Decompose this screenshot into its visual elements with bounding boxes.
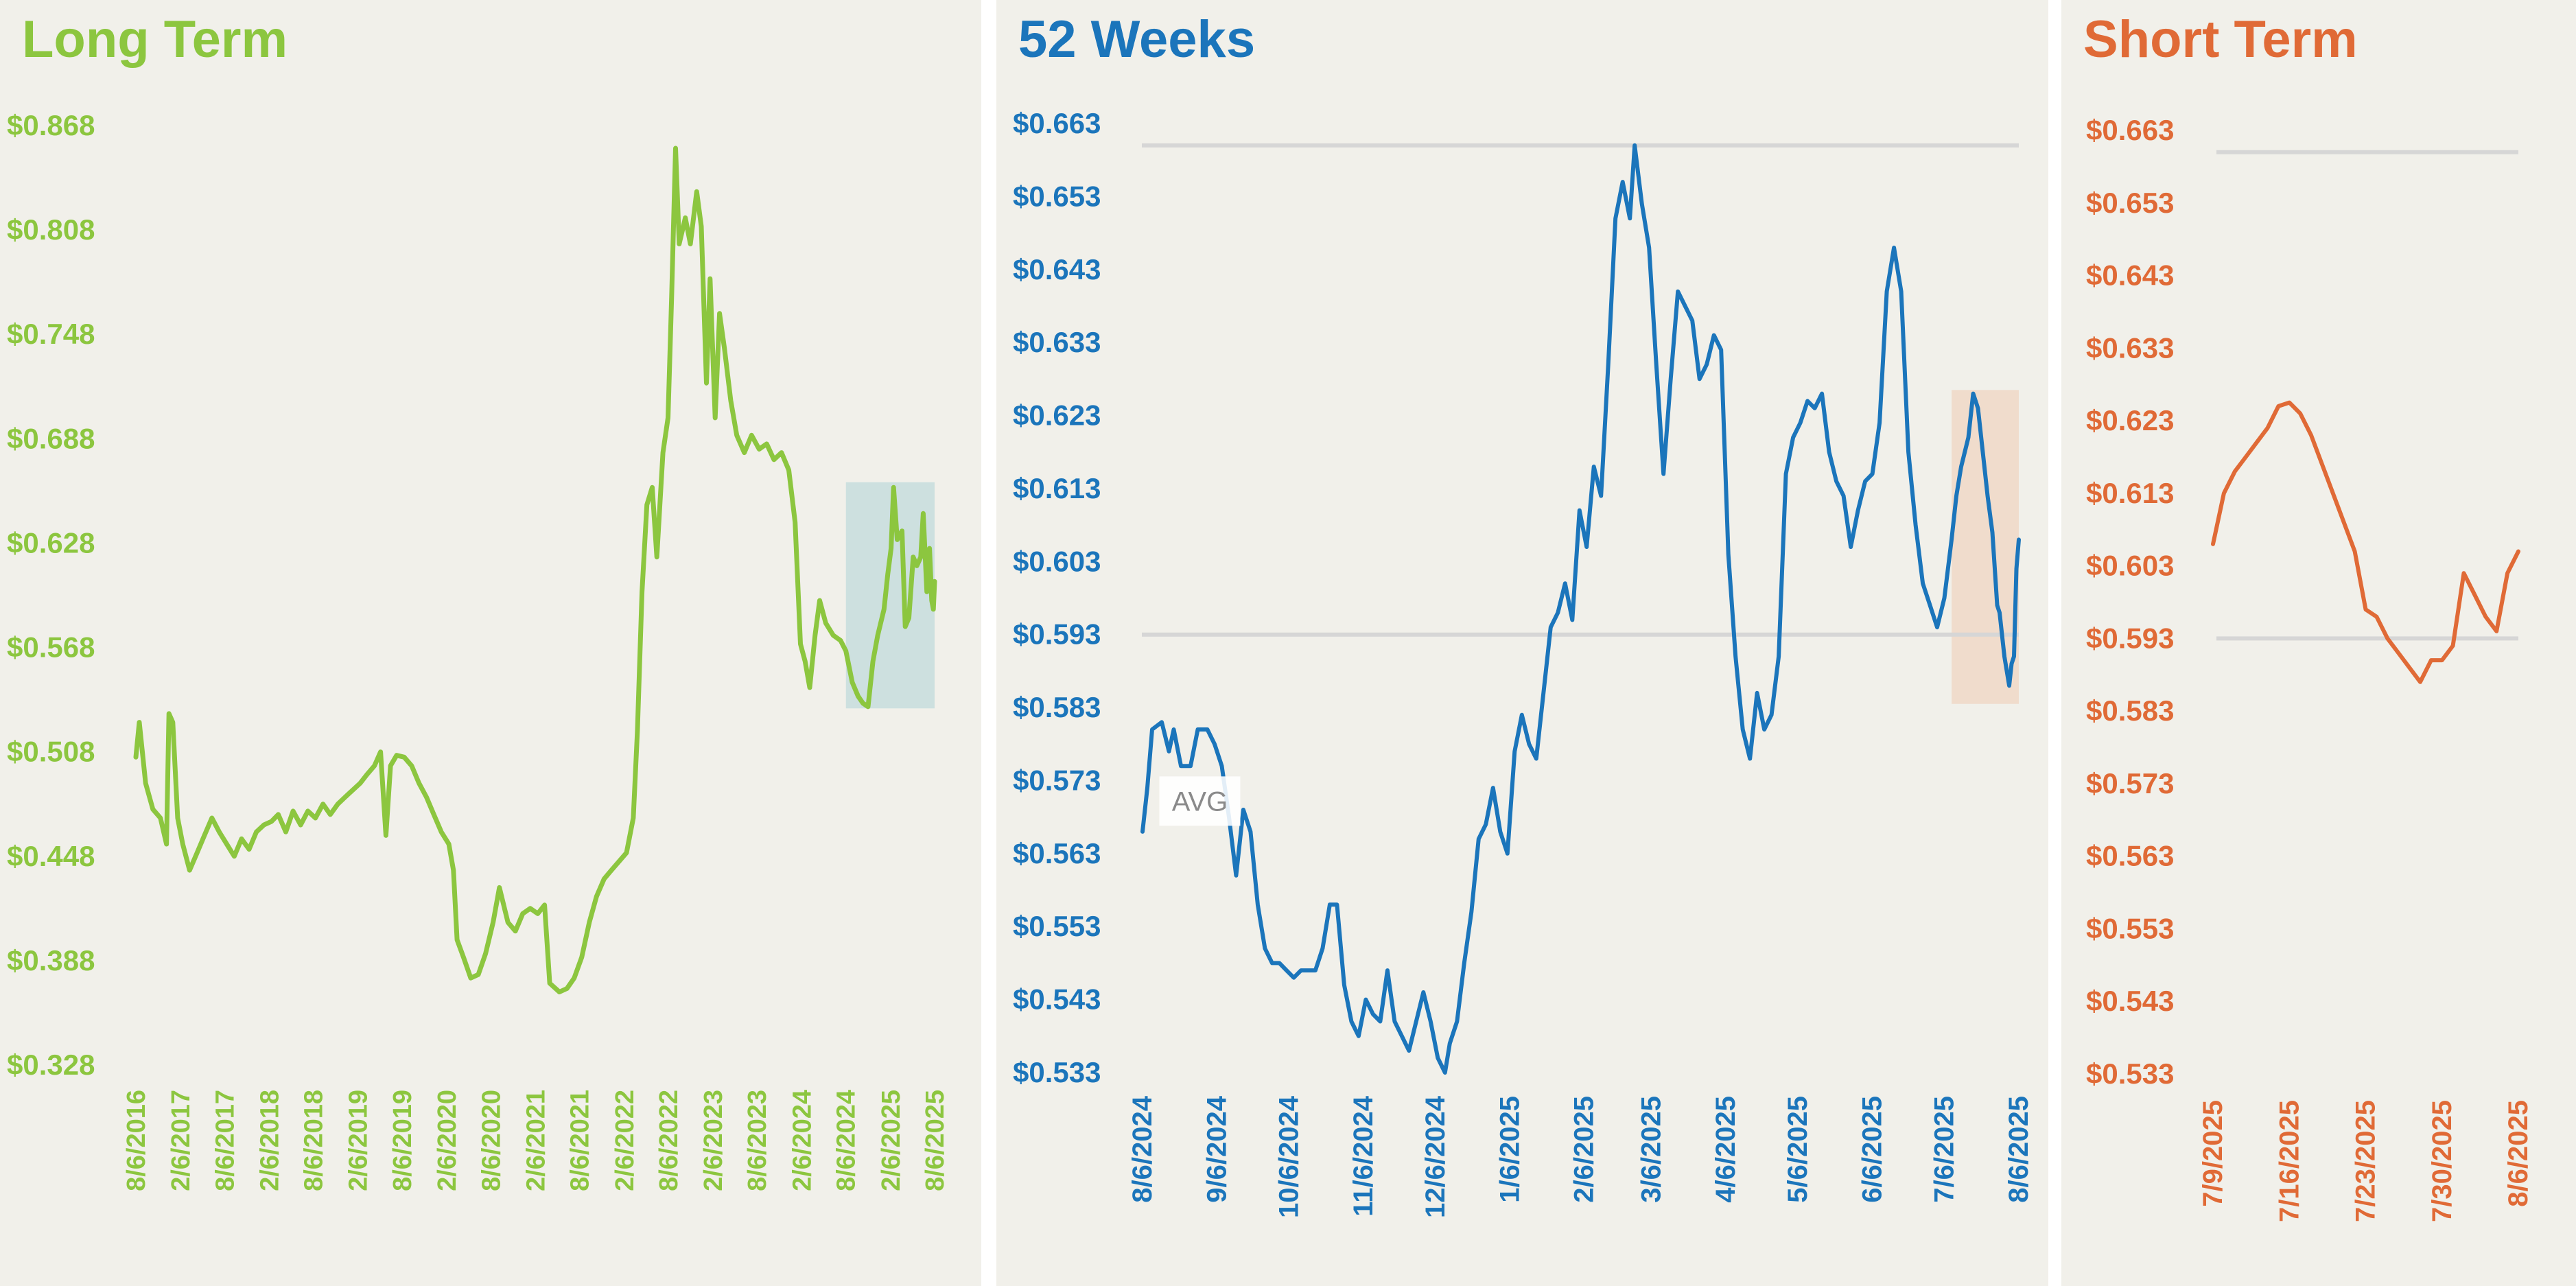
x-axis-tick-label: 8/6/2025 [2503, 1100, 2533, 1207]
y-axis-tick-label: $0.448 [7, 840, 95, 872]
x-axis-tick-label: 12/6/2024 [1420, 1095, 1451, 1218]
short-term-chart-panel: Short Term $0.663 $0.653 $0.643 $0.633 $0.62… [2061, 0, 2576, 1286]
x-axis-tick-label: 2/6/2020 [433, 1090, 462, 1191]
x-axis-tick-label: 8/6/2021 [566, 1090, 595, 1191]
y-axis-tick-label: $0.653 [2086, 187, 2174, 219]
y-axis-tick-label: $0.603 [2086, 550, 2174, 582]
x-axis-tick-label: 7/6/2025 [1930, 1096, 1960, 1203]
y-axis-tick-label: $0.568 [7, 631, 95, 664]
y-axis-tick-label: $0.748 [7, 318, 95, 350]
y-axis-tick-label: $0.663 [2086, 114, 2174, 146]
y-axis-tick-label: $0.633 [1013, 326, 1101, 358]
y-axis-tick-label: $0.613 [1013, 472, 1101, 504]
y-axis-tick-label: $0.553 [1013, 910, 1101, 942]
x-axis-tick-label: 9/6/2024 [1202, 1095, 1232, 1202]
x-axis-tick-label: 8/6/2022 [655, 1090, 683, 1191]
y-axis-tick-label: $0.808 [7, 213, 95, 246]
x-axis-tick-label: 8/6/2019 [388, 1090, 417, 1191]
x-axis-tick-label: 3/6/2025 [1637, 1096, 1667, 1203]
y-axis-tick-label: $0.868 [7, 109, 95, 141]
y-axis-tick-label: $0.663 [1013, 107, 1101, 139]
y-axis-tick-label: $0.388 [7, 944, 95, 977]
y-axis-tick-label: $0.653 [1013, 180, 1101, 212]
long-term-chart: $0.868 $0.808 $0.748 $0.688 $0.628 $0.568 $0.5… [7, 109, 950, 1191]
y-axis-tick-label: $0.543 [1013, 983, 1101, 1016]
y-axis-tick-label: $0.533 [2086, 1057, 2174, 1090]
x-axis-tick-label: 7/30/2025 [2427, 1100, 2457, 1222]
y-axis-tick-label: $0.603 [1013, 545, 1101, 577]
52-weeks-chart-title: 52 Weeks [1018, 10, 1256, 69]
series-line [133, 145, 937, 994]
y-axis-tick-label: $0.543 [2086, 985, 2174, 1017]
x-axis-tick-label: 8/6/2024 [832, 1090, 861, 1191]
y-axis-tick-label: $0.583 [2086, 694, 2174, 727]
y-axis-tick-label: $0.533 [1013, 1056, 1101, 1088]
x-axis-tick-label: 7/9/2025 [2198, 1100, 2228, 1207]
y-axis-tick-label: $0.573 [2086, 767, 2174, 799]
highlight-range-box [1952, 390, 2019, 704]
y-axis-tick-label: $0.688 [7, 422, 95, 454]
y-axis-tick-label: $0.563 [1013, 837, 1101, 869]
x-axis-tick-label: 6/6/2025 [1858, 1096, 1888, 1203]
x-axis-tick-label: 5/6/2025 [1783, 1096, 1813, 1203]
x-axis-tick-label: 2/6/2025 [1569, 1096, 1600, 1203]
long-term-chart-panel: Long Term $0.868 $0.808 $0.748 $0.688 $0.628… [0, 0, 981, 1286]
x-axis-tick-label: 8/6/2024 [1127, 1095, 1158, 1202]
x-axis-tick-label: 8/6/2017 [211, 1090, 239, 1191]
x-axis-tick-label: 2/6/2025 [877, 1090, 906, 1191]
x-axis-tick-label: 8/6/2025 [921, 1090, 950, 1191]
y-axis-tick-label: $0.593 [1013, 618, 1101, 651]
short-term-chart-title: Short Term [2083, 10, 2358, 69]
x-axis-tick-label: 2/6/2024 [788, 1090, 817, 1191]
x-axis-tick-label: 7/23/2025 [2351, 1100, 2381, 1222]
x-axis-tick-label: 2/6/2019 [344, 1090, 373, 1191]
y-axis-tick-label: $0.613 [2086, 477, 2174, 509]
x-axis-tick-label: 7/16/2025 [2274, 1100, 2304, 1222]
x-axis-tick-label: 8/6/2020 [477, 1090, 506, 1191]
x-axis-tick-label: 8/6/2016 [122, 1090, 151, 1191]
y-axis-tick-label: $0.328 [7, 1049, 95, 1081]
y-axis-tick-label: $0.573 [1013, 764, 1101, 796]
x-axis-tick-label: 8/6/2025 [2004, 1096, 2034, 1203]
y-axis-tick-label: $0.628 [7, 526, 95, 559]
x-axis-tick-label: 2/6/2021 [522, 1090, 551, 1191]
x-axis-tick-label: 10/6/2024 [1274, 1095, 1304, 1218]
avg-annotation-box [1159, 776, 1241, 826]
x-axis-tick-label: 4/6/2025 [1711, 1096, 1741, 1203]
y-axis-tick-label: $0.643 [2086, 259, 2174, 292]
y-axis-tick-label: $0.583 [1013, 691, 1101, 723]
avg-annotation-label: AVG [1172, 786, 1228, 817]
series-line [1140, 143, 2021, 1075]
x-axis-tick-label: 1/6/2025 [1495, 1096, 1525, 1203]
y-axis-tick-label: $0.593 [2086, 622, 2174, 654]
y-axis-tick-label: $0.563 [2086, 840, 2174, 872]
x-axis-tick-label: 2/6/2023 [699, 1090, 728, 1191]
y-axis-tick-label: $0.508 [7, 736, 95, 768]
x-axis-tick-label: 8/6/2023 [743, 1090, 772, 1191]
x-axis-tick-label: 2/6/2018 [255, 1090, 284, 1191]
x-axis-tick-label: 2/6/2022 [611, 1090, 640, 1191]
y-axis-tick-label: $0.623 [2086, 404, 2174, 436]
long-term-chart-title: Long Term [22, 10, 288, 69]
x-axis-tick-label: 8/6/2018 [300, 1090, 329, 1191]
y-axis-tick-label: $0.623 [1013, 399, 1101, 432]
y-axis-tick-label: $0.633 [2086, 331, 2174, 364]
short-term-chart: $0.663 $0.653 $0.643 $0.633 $0.623 $0.613 $0.6… [2086, 114, 2533, 1222]
52-weeks-chart: $0.663 $0.653 $0.643 $0.633 $0.623 $0.613 $0.6… [1013, 107, 2034, 1218]
x-axis-tick-label: 2/6/2017 [167, 1090, 196, 1191]
52-weeks-chart-panel: 52 Weeks $0.663 $0.653 $0.643 $0.633 $0.623 $… [996, 0, 2048, 1286]
y-axis-tick-label: $0.553 [2086, 912, 2174, 944]
series-line [2211, 400, 2520, 684]
y-axis-tick-label: $0.643 [1013, 253, 1101, 285]
x-axis-tick-label: 11/6/2024 [1348, 1095, 1379, 1216]
